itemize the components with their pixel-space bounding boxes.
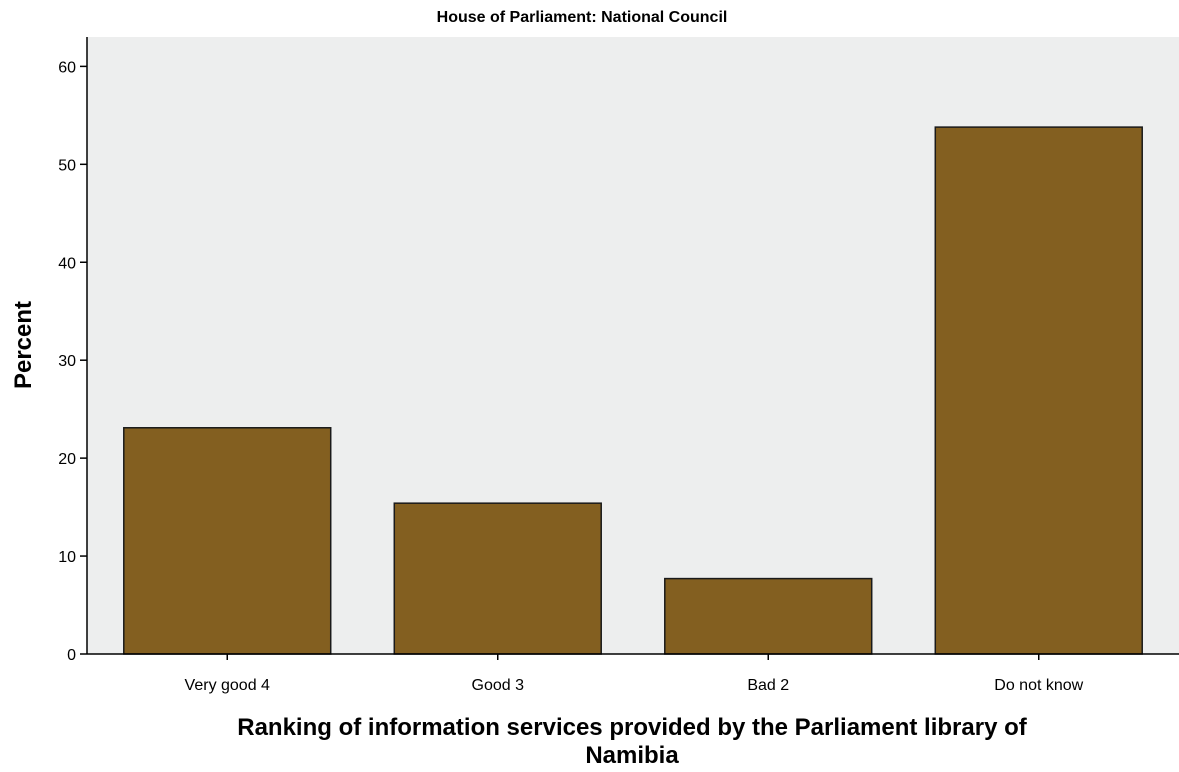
y-tick-label: 50 — [58, 157, 76, 174]
y-tick-label: 20 — [58, 451, 76, 468]
bar-4 — [934, 126, 1143, 655]
bars-group — [123, 126, 1143, 655]
x-tick-label: Bad 2 — [747, 677, 789, 694]
y-tick-label: 40 — [58, 255, 76, 272]
y-tick-label: 0 — [67, 647, 76, 664]
x-tick-label: Do not know — [994, 677, 1083, 694]
bar-3 — [664, 577, 873, 655]
y-tick-label: 10 — [58, 549, 76, 566]
y-axis-ticks: 0 10 20 30 40 50 60 — [58, 59, 87, 664]
y-tick-label: 30 — [58, 353, 76, 370]
x-tick-label: Very good 4 — [185, 677, 271, 694]
x-axis-ticks: Very good 4 Good 3 Bad 2 Do not know — [185, 654, 1084, 694]
chart-title: House of Parliament: National Council — [437, 9, 728, 26]
y-tick-label: 60 — [58, 59, 76, 76]
x-axis-title-line-1: Ranking of information services provided… — [237, 714, 1028, 741]
x-tick-label: Good 3 — [472, 677, 525, 694]
bar-2 — [393, 502, 602, 655]
bar-1 — [123, 427, 332, 655]
x-axis-title-line-2: Namibia — [585, 742, 679, 769]
y-axis-title: Percent — [10, 301, 37, 389]
